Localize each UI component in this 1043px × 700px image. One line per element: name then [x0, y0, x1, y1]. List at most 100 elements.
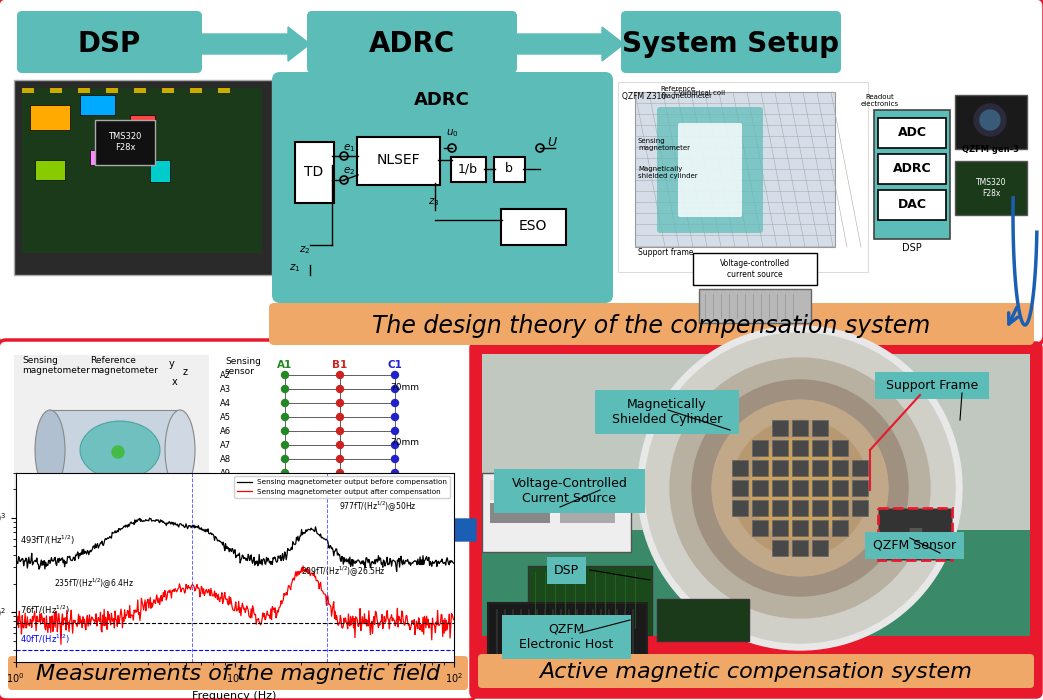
Text: DSP: DSP [902, 243, 922, 253]
Ellipse shape [165, 410, 195, 490]
FancyBboxPatch shape [595, 390, 738, 434]
Bar [812, 540, 828, 556]
Text: ADRC: ADRC [369, 30, 455, 58]
Bar [560, 503, 615, 523]
FancyBboxPatch shape [693, 253, 817, 285]
Bar [812, 420, 828, 436]
FancyBboxPatch shape [875, 372, 989, 399]
Text: Reference
magnetometer: Reference magnetometer [660, 86, 712, 99]
Bar [792, 520, 808, 536]
FancyBboxPatch shape [0, 340, 476, 700]
Sensing magnetometer output before compensation [268, 553, 281, 561]
Text: z: z [183, 367, 188, 377]
Bar [792, 500, 808, 516]
Text: 70mm: 70mm [390, 438, 419, 447]
Text: Cylindrical coil: Cylindrical coil [675, 90, 726, 96]
Bar [792, 440, 808, 456]
Text: $z_2$: $z_2$ [299, 244, 311, 256]
Bar [22, 88, 34, 93]
Sensing magnetometer output before compensation [390, 567, 403, 575]
Sensing magnetometer output after compensation [88, 615, 100, 624]
Bar [732, 480, 748, 496]
Circle shape [282, 470, 289, 477]
Sensing magnetometer output after compensation [54, 640, 67, 648]
Text: A6: A6 [220, 426, 232, 435]
Text: TMS320
F28x: TMS320 F28x [976, 178, 1006, 197]
FancyBboxPatch shape [955, 95, 1027, 149]
Text: QZFM
Electronic Host: QZFM Electronic Host [519, 623, 613, 651]
FancyBboxPatch shape [878, 118, 946, 148]
Text: A4: A4 [220, 398, 231, 407]
FancyBboxPatch shape [269, 303, 1034, 345]
Circle shape [282, 414, 289, 421]
Bar [792, 460, 808, 476]
Text: 70mm: 70mm [390, 383, 419, 392]
Bar [752, 500, 768, 516]
Circle shape [112, 446, 124, 458]
FancyBboxPatch shape [8, 656, 468, 690]
Circle shape [391, 428, 398, 435]
FancyBboxPatch shape [678, 123, 742, 217]
Text: 70mm: 70mm [300, 493, 330, 502]
Circle shape [337, 386, 343, 393]
Text: A3: A3 [220, 384, 232, 393]
Text: 977fT/(Hz$^{1/2}$)@50Hz: 977fT/(Hz$^{1/2}$)@50Hz [339, 500, 417, 514]
Circle shape [732, 420, 868, 556]
Bar [772, 460, 789, 476]
Ellipse shape [80, 421, 160, 479]
FancyBboxPatch shape [493, 157, 525, 181]
Text: A9: A9 [220, 468, 231, 477]
FancyBboxPatch shape [272, 72, 613, 303]
Line: Sensing magnetometer output before compensation: Sensing magnetometer output before compe… [16, 518, 454, 571]
Bar [752, 440, 768, 456]
Circle shape [980, 110, 1000, 130]
Bar [852, 480, 868, 496]
FancyBboxPatch shape [618, 82, 868, 272]
FancyBboxPatch shape [482, 354, 1030, 636]
Bar [50, 88, 62, 93]
Text: A5: A5 [220, 412, 231, 421]
FancyBboxPatch shape [307, 11, 517, 73]
Bar [190, 88, 202, 93]
Sensing magnetometer output before compensation [143, 514, 155, 522]
Text: 40fT/(Hz$^{1/2}$): 40fT/(Hz$^{1/2}$) [20, 633, 70, 646]
FancyBboxPatch shape [955, 161, 1027, 215]
Text: 1/b: 1/b [458, 162, 478, 176]
Text: $z_3$: $z_3$ [429, 196, 440, 208]
Sensing magnetometer output after compensation [341, 619, 354, 627]
Bar [732, 460, 748, 476]
Circle shape [391, 470, 398, 477]
FancyBboxPatch shape [502, 615, 631, 659]
FancyBboxPatch shape [22, 88, 262, 253]
Bar [792, 480, 808, 496]
FancyBboxPatch shape [482, 473, 631, 552]
Text: QZFM Sensor: QZFM Sensor [873, 539, 955, 552]
Bar [134, 88, 146, 93]
FancyBboxPatch shape [865, 532, 964, 559]
Sensing magnetometer output before compensation [447, 559, 460, 568]
Bar [812, 480, 828, 496]
Bar [162, 88, 174, 93]
Text: 35mm: 35mm [71, 499, 99, 508]
Text: Active magnetic compensation system: Active magnetic compensation system [539, 662, 972, 682]
Bar [812, 440, 828, 456]
Bar [832, 440, 848, 456]
Text: 493fT/(Hz$^{1/2}$): 493fT/(Hz$^{1/2}$) [20, 534, 75, 547]
Text: QZFM Z310: QZFM Z310 [622, 92, 666, 101]
Text: DAC: DAC [897, 199, 926, 211]
Bar [150, 160, 170, 182]
FancyBboxPatch shape [451, 157, 485, 181]
Text: Support frame: Support frame [638, 248, 694, 257]
Bar [752, 520, 768, 536]
Text: QZFM gen-3: QZFM gen-3 [962, 145, 1019, 154]
Text: $e_2$: $e_2$ [343, 165, 355, 177]
Circle shape [337, 428, 343, 435]
Circle shape [282, 386, 289, 393]
Text: ADRC: ADRC [893, 162, 931, 176]
Sensing magnetometer output after compensation [297, 562, 310, 570]
Text: TD: TD [305, 165, 323, 179]
Circle shape [391, 372, 398, 379]
Bar [812, 460, 828, 476]
FancyBboxPatch shape [471, 343, 1041, 697]
Sensing magnetometer output before compensation [302, 526, 315, 534]
